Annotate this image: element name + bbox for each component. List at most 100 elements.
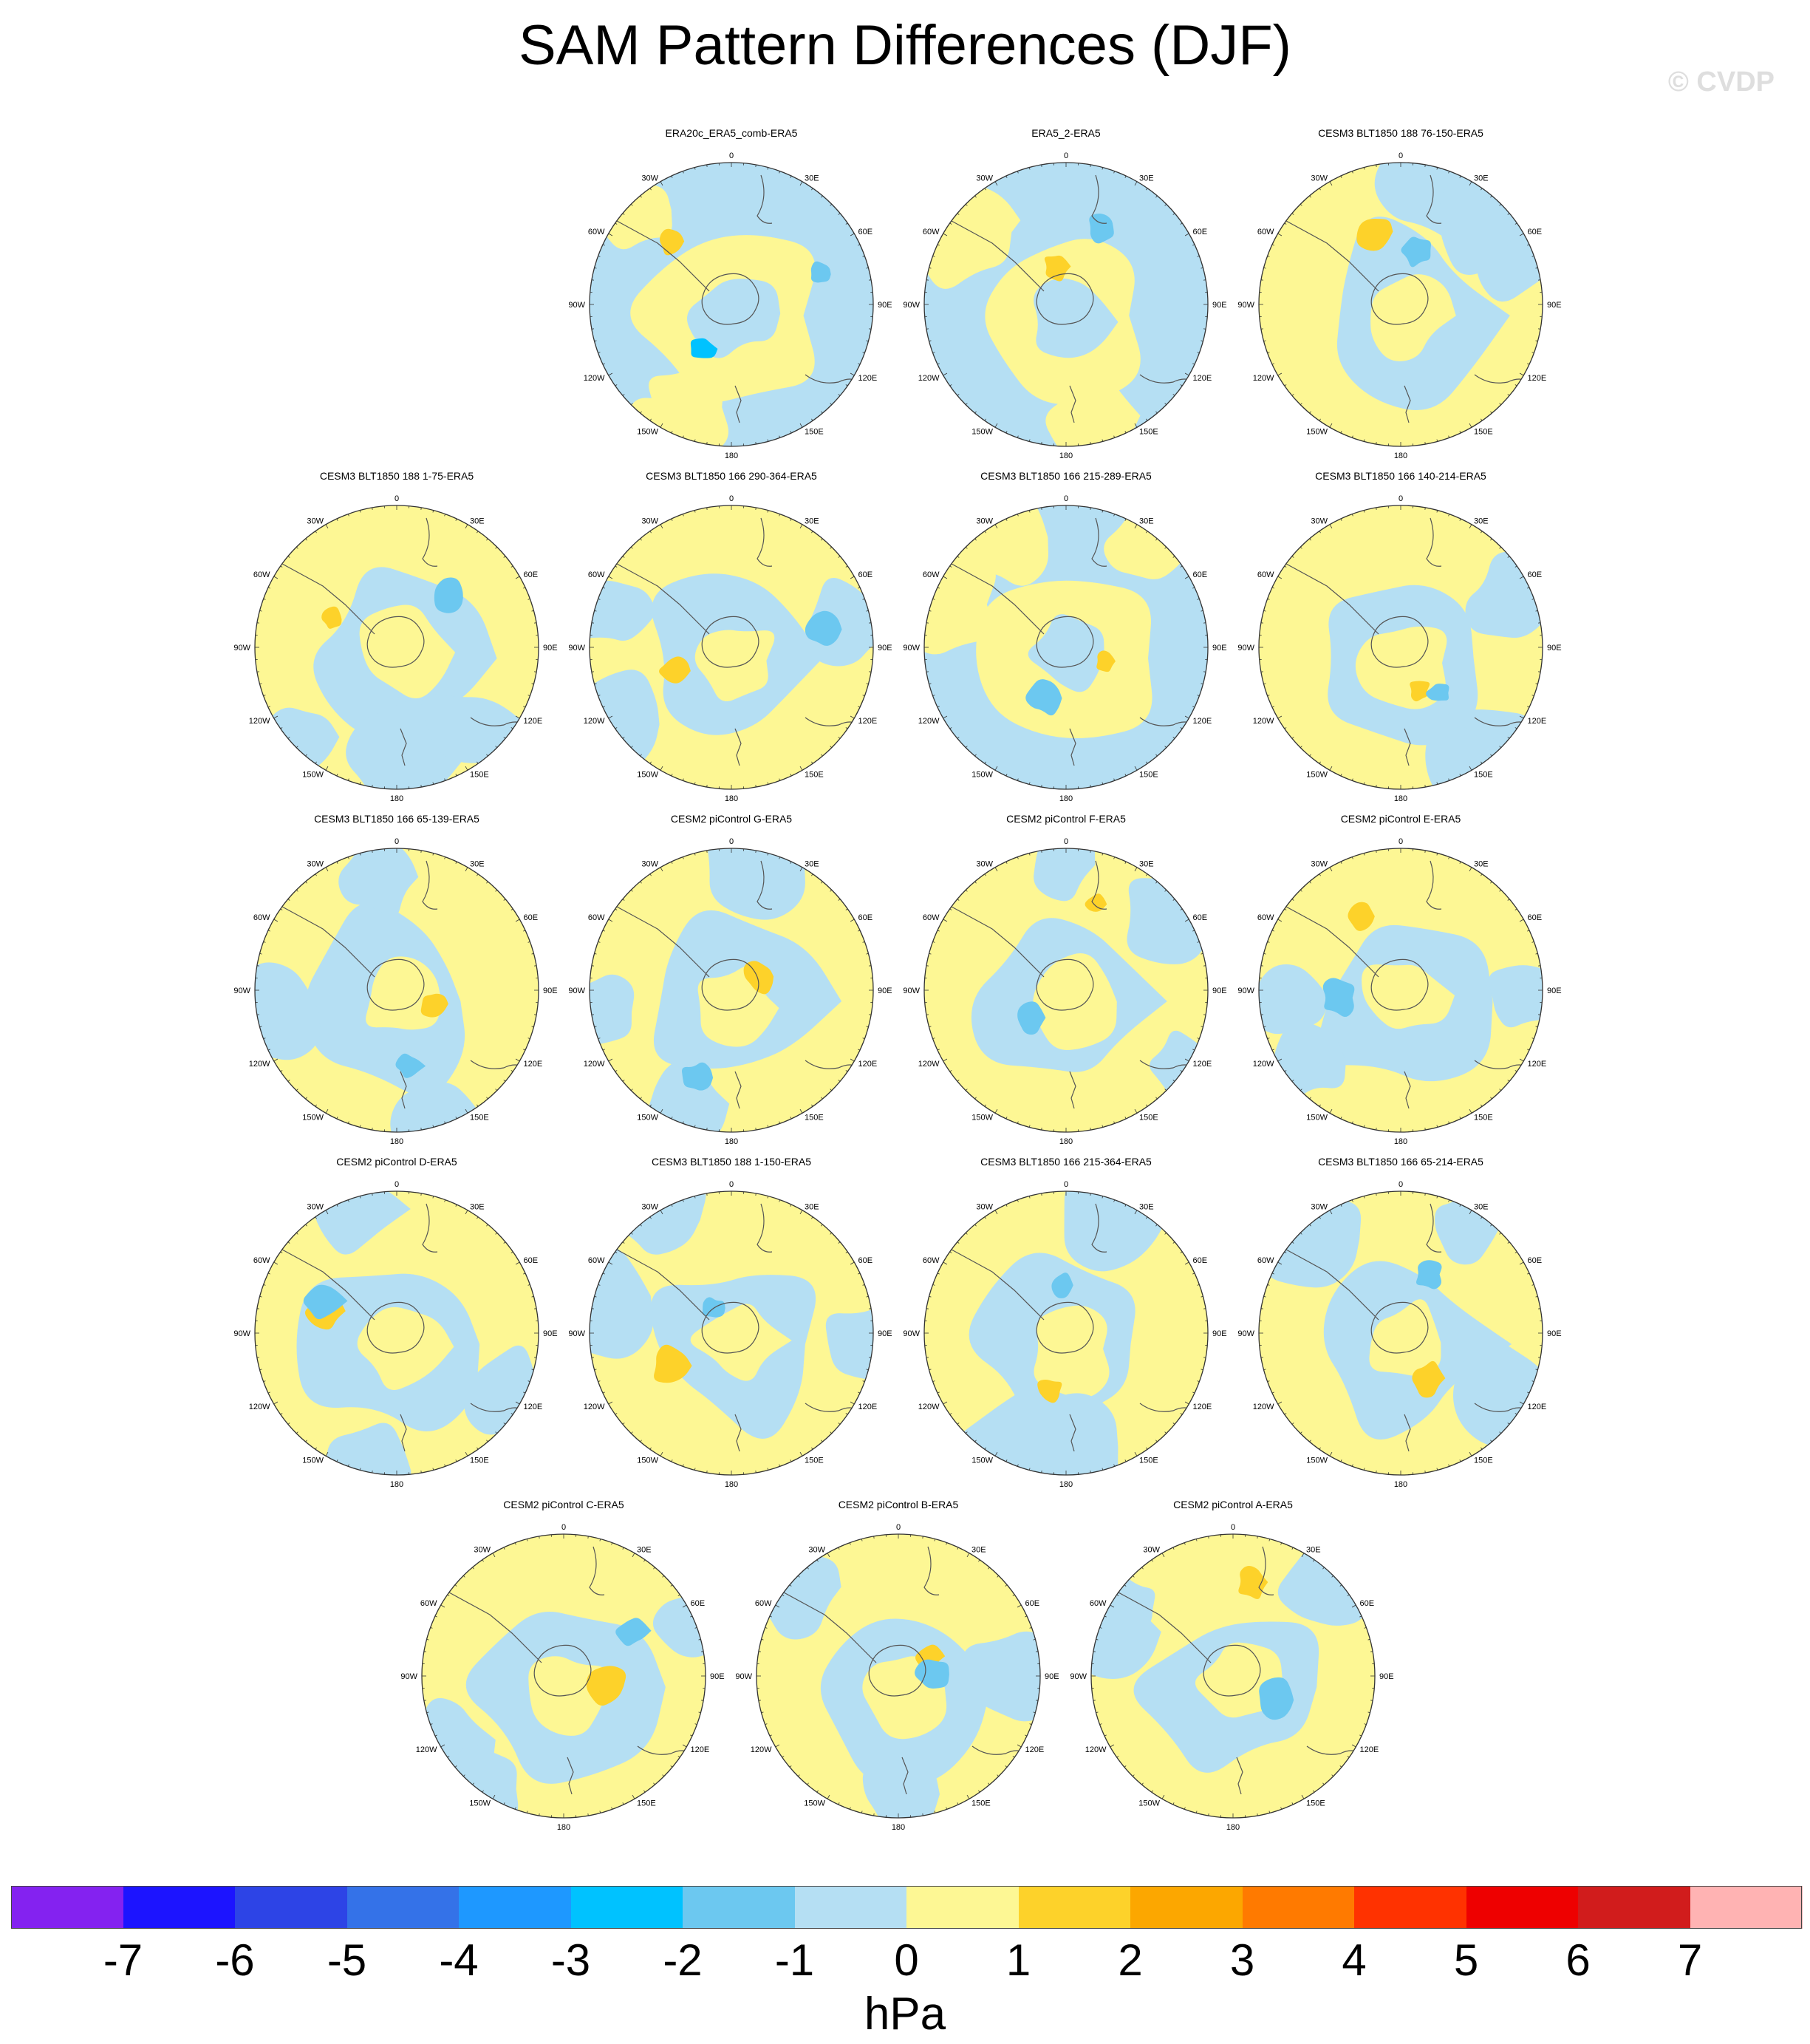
border-tick	[523, 587, 526, 589]
antarctica-outline	[1370, 616, 1429, 668]
new-zealand-outline	[734, 1414, 742, 1452]
longitude-label: 0	[1231, 1523, 1235, 1532]
border-tick	[1519, 233, 1524, 236]
longitude-label: 60W	[1090, 1599, 1107, 1608]
border-tick	[1005, 518, 1008, 521]
border-tick	[1263, 1369, 1266, 1371]
border-tick	[359, 1468, 361, 1471]
map-panel: ERA20c_ERA5_comb-ERA5 0 180 30E 30W 60E 60W 90E…	[569, 127, 894, 467]
longitude-label: 30W	[1311, 517, 1328, 526]
border-tick	[1102, 853, 1104, 856]
longitude-label: 90W	[904, 987, 921, 995]
border-tick	[1376, 1471, 1377, 1474]
border-tick	[256, 965, 259, 967]
border-tick	[1329, 1451, 1333, 1457]
border-tick	[677, 1756, 680, 1758]
border-tick	[978, 1790, 980, 1793]
colorbar-swatch	[346, 1886, 460, 1929]
border-tick	[1319, 531, 1321, 534]
longitude-label: 180	[725, 452, 738, 460]
border-tick	[455, 774, 457, 777]
longitude-label: 60E	[1527, 228, 1542, 236]
coastlines	[1285, 517, 1534, 766]
border-tick	[1184, 1261, 1189, 1265]
border-tick	[706, 442, 708, 445]
colorbar-tick-label: 1	[1005, 1935, 1031, 1985]
border-tick	[660, 1451, 663, 1457]
field-anomaly	[805, 610, 842, 646]
border-tick	[534, 1357, 537, 1358]
border-tick	[1469, 1108, 1472, 1114]
africa-outline	[757, 174, 773, 224]
longitude-label: 90W	[904, 1329, 921, 1338]
colorbar-tick-label: -7	[103, 1935, 143, 1985]
border-tick	[811, 873, 813, 876]
border-tick	[1180, 908, 1183, 910]
border-tick	[1146, 418, 1148, 421]
border-tick	[1291, 899, 1294, 901]
colorbar-tick-label: -3	[550, 1935, 591, 1985]
border-tick	[827, 1553, 830, 1558]
field-anomaly	[1412, 1360, 1446, 1398]
border-tick	[1090, 850, 1091, 853]
border-tick	[472, 1782, 474, 1785]
border-tick	[1499, 889, 1502, 892]
border-tick	[706, 1128, 708, 1131]
border-tick	[1347, 1756, 1350, 1758]
border-tick	[523, 706, 526, 708]
africa-outline	[1091, 174, 1107, 224]
border-tick	[1538, 328, 1541, 330]
border-tick	[957, 1547, 959, 1550]
border-tick	[1284, 908, 1287, 910]
border-tick	[1172, 899, 1175, 901]
field-anomaly	[1025, 679, 1062, 716]
border-tick	[1260, 1357, 1263, 1358]
border-tick	[372, 1128, 373, 1131]
border-tick	[1291, 1547, 1294, 1550]
border-tick	[755, 785, 757, 788]
border-tick	[799, 867, 803, 872]
border-tick	[325, 1210, 329, 1215]
border-tick	[630, 203, 633, 206]
border-tick	[1164, 203, 1167, 206]
antarctica-outline	[1203, 1644, 1261, 1697]
south-america-outline	[1285, 220, 1379, 292]
border-tick	[660, 181, 663, 186]
new-zealand-outline	[1069, 385, 1076, 423]
border-tick	[1155, 1440, 1158, 1442]
border-tick	[1141, 1782, 1144, 1785]
border-tick	[531, 953, 534, 955]
border-tick	[1469, 181, 1472, 186]
border-tick	[1146, 531, 1148, 534]
border-tick	[830, 889, 833, 892]
field-patch	[825, 1307, 873, 1380]
field-ring	[985, 239, 1141, 405]
field-patch	[590, 580, 658, 641]
longitude-label: 30W	[976, 517, 993, 526]
longitude-label: 150W	[637, 1456, 658, 1465]
longitude-label: 0	[561, 1523, 566, 1532]
border-tick	[1535, 1295, 1538, 1298]
border-tick	[273, 919, 279, 922]
border-tick	[1271, 1391, 1274, 1394]
border-tick	[1267, 1038, 1270, 1040]
longitude-label: 150E	[805, 427, 824, 436]
longitude-label: 60W	[420, 1599, 437, 1608]
antarctica-outline	[366, 958, 425, 1011]
longitude-label: 30E	[971, 1546, 986, 1555]
border-tick	[315, 761, 317, 764]
map-panel-title: CESM2 piControl G-ERA5	[670, 813, 793, 825]
border-tick	[974, 881, 977, 884]
border-tick	[602, 930, 605, 932]
border-tick	[1203, 1357, 1206, 1358]
border-tick	[1499, 1232, 1502, 1235]
map-panel-title: CESM2 piControl C-ERA5	[503, 1499, 624, 1510]
border-tick	[440, 1744, 445, 1748]
border-tick	[608, 715, 613, 719]
border-tick	[949, 222, 952, 225]
field-ring	[465, 1612, 666, 1784]
border-tick	[845, 1413, 848, 1415]
border-tick	[1102, 167, 1104, 170]
longitude-label: 30W	[808, 1546, 825, 1555]
field-anomaly	[1051, 1273, 1073, 1298]
